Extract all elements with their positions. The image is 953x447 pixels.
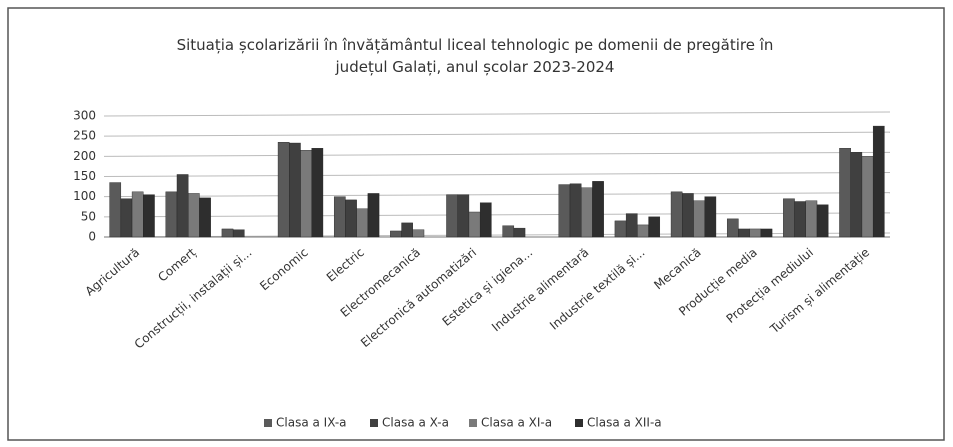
legend-swatch [469, 419, 477, 427]
x-tick-label: Comerț [155, 245, 198, 284]
bar [625, 213, 638, 238]
grid-line [103, 151, 891, 157]
grid-line [103, 212, 891, 218]
bar [221, 228, 234, 238]
bar [693, 200, 705, 238]
x-tick-label: Turism și alimentație [767, 245, 872, 337]
bar [165, 191, 178, 238]
bar [783, 198, 795, 238]
bar [277, 142, 290, 238]
bar [188, 193, 200, 238]
bar [513, 227, 526, 238]
bar [367, 193, 380, 238]
bar [816, 204, 829, 238]
bar [120, 198, 133, 238]
grid-line [103, 131, 891, 137]
legend-swatch [264, 419, 272, 427]
bar [479, 202, 492, 238]
legend-label: Clasa a X-a [382, 416, 449, 430]
frame [7, 7, 945, 441]
bar [581, 187, 593, 238]
x-tick-label: Construcții, instalații și... [132, 245, 255, 351]
bar [569, 183, 582, 238]
y-tick-label: 300 [73, 109, 96, 123]
y-tick-label: 0 [88, 230, 96, 244]
x-tick-label: Mecanică [651, 245, 703, 292]
bar [232, 229, 245, 238]
bar [390, 230, 402, 238]
y-tick-label: 200 [73, 149, 96, 163]
bar [311, 148, 324, 238]
bar [109, 182, 122, 238]
bar [592, 181, 604, 238]
bar [468, 211, 481, 238]
grid-line [103, 172, 891, 177]
bar [300, 150, 312, 238]
bar [738, 228, 750, 238]
bar [670, 191, 683, 238]
bar [682, 193, 694, 238]
bar [749, 228, 762, 238]
x-tick-label: Industrie textilă și... [547, 245, 647, 332]
bar [839, 148, 851, 238]
bar [861, 156, 874, 238]
bar [143, 194, 155, 238]
bar [356, 208, 369, 238]
grid-line [103, 192, 891, 198]
x-tick-label: Agricultură [83, 245, 143, 298]
bar [412, 229, 425, 238]
bar [794, 201, 806, 238]
grid-line [103, 111, 891, 117]
bar [614, 220, 627, 238]
x-tick-label: Industrie alimentară [489, 245, 591, 334]
bar [502, 225, 515, 238]
bar [760, 228, 773, 238]
y-tick-label: 50 [81, 209, 96, 223]
bar [401, 222, 413, 238]
bar [333, 196, 346, 238]
bar [131, 191, 144, 238]
bar [872, 125, 885, 238]
bar [850, 152, 863, 238]
bar [457, 194, 470, 238]
legend-label: Clasa a XI-a [481, 416, 552, 430]
legend-label: Clasa a XII-a [587, 416, 662, 430]
bar [446, 194, 458, 238]
bar [726, 218, 739, 238]
bar [289, 142, 301, 238]
bar [637, 224, 649, 238]
legend-label: Clasa a IX-a [276, 416, 347, 430]
bar [176, 174, 189, 238]
x-tick-label: Economic [257, 245, 311, 293]
legend-swatch [370, 419, 378, 427]
bar [805, 200, 818, 238]
bar [199, 197, 211, 238]
y-tick-label: 100 [73, 189, 96, 203]
y-tick-label: 150 [73, 169, 96, 183]
x-tick-label: Electric [324, 245, 367, 284]
bar [558, 184, 571, 238]
legend-swatch [575, 419, 583, 427]
x-tick-label: Electronică automatizări [358, 245, 479, 350]
bar [345, 199, 357, 238]
bar [648, 216, 661, 238]
bar [704, 196, 717, 238]
y-tick-label: 250 [73, 129, 96, 143]
chart-title: Situația școlarizării în învățământul li… [176, 36, 774, 76]
